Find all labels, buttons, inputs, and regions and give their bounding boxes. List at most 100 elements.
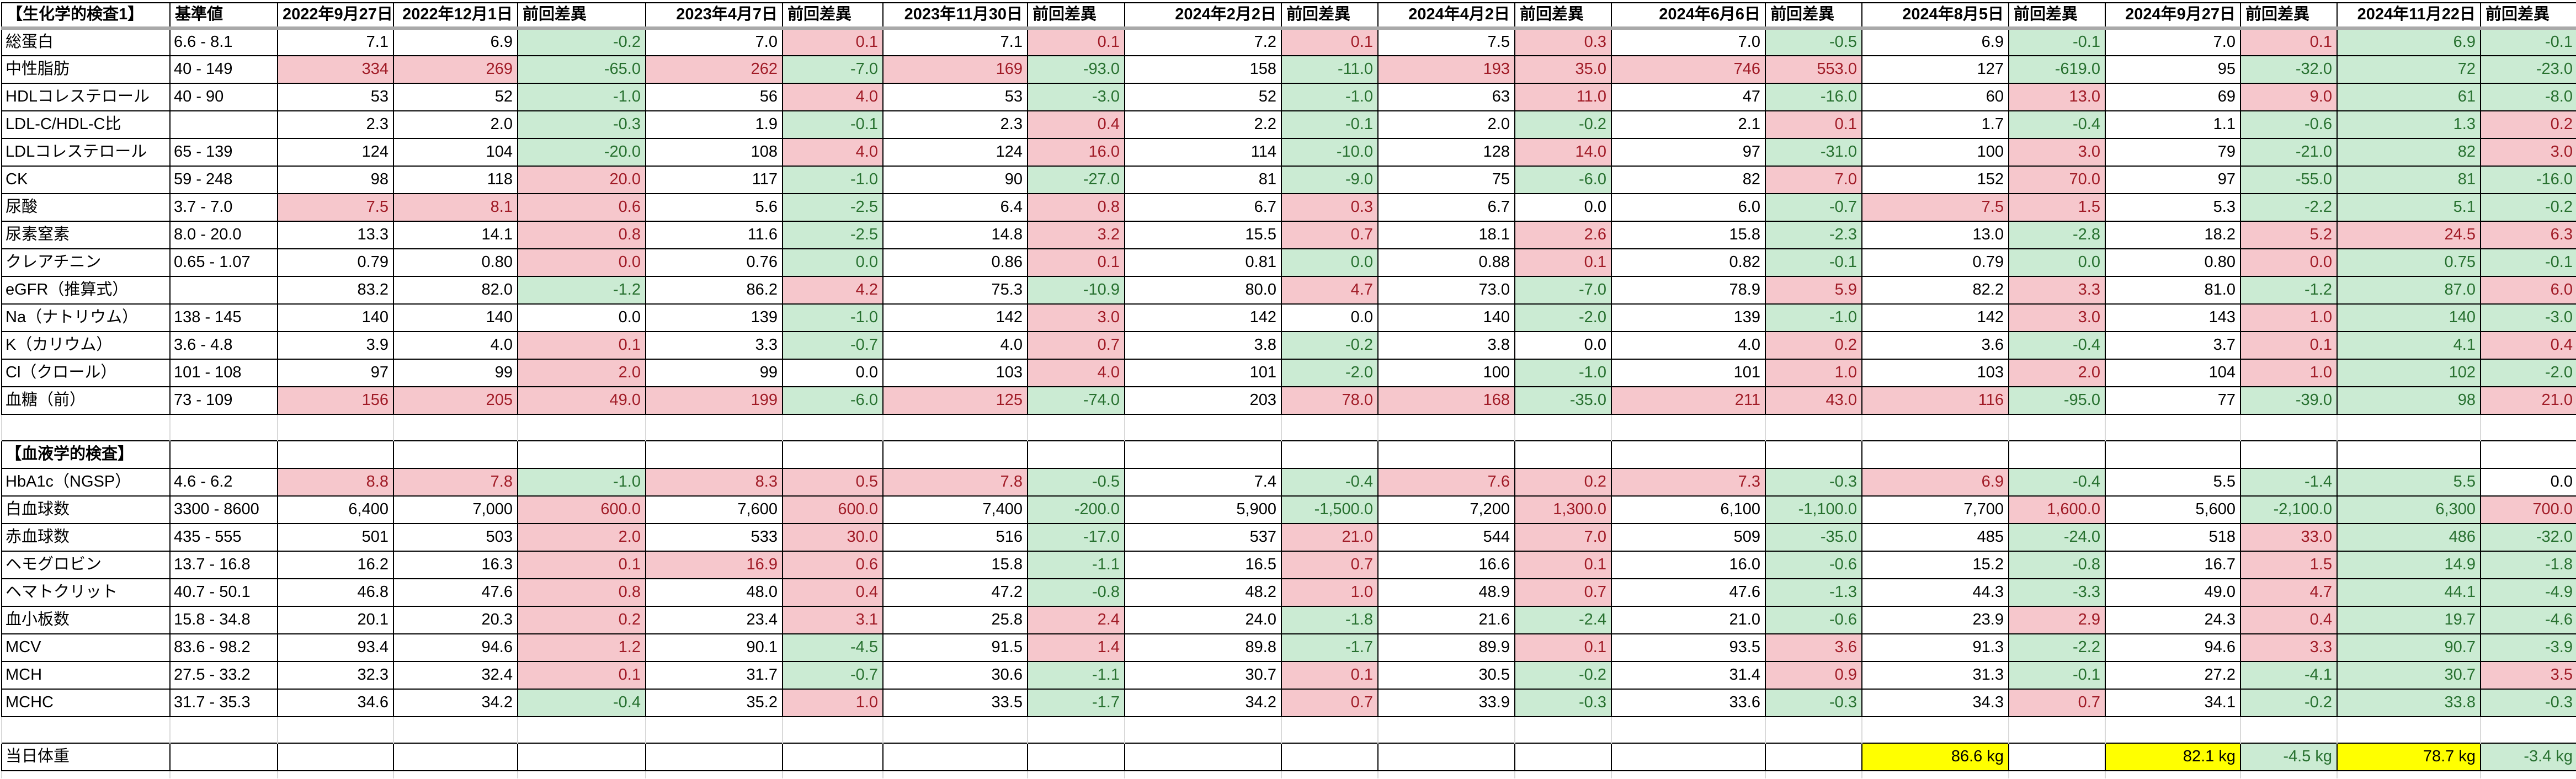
value-cell[interactable]: 168 — [1377, 386, 1515, 415]
value-cell[interactable]: 97 — [277, 359, 394, 387]
diff-cell[interactable]: 0.0 — [782, 359, 883, 387]
diff-cell[interactable]: 553.0 — [1765, 55, 1862, 84]
value-cell[interactable]: 49.0 — [2105, 578, 2241, 607]
diff-cell[interactable]: -1.0 — [1765, 303, 1862, 332]
date-column-header[interactable]: 2024年11月22日 — [2337, 2, 2481, 30]
value-cell[interactable]: 47.6 — [1611, 578, 1766, 607]
reference-range-cell[interactable]: 40.7 - 50.1 — [169, 578, 278, 607]
reference-range-cell[interactable]: 27.5 - 33.2 — [169, 661, 278, 690]
value-cell[interactable]: 34.3 — [1861, 689, 2009, 717]
diff-cell[interactable]: -0.3 — [517, 110, 646, 139]
diff-cell[interactable]: -1.1 — [1027, 661, 1125, 690]
reference-range-cell[interactable]: 101 - 108 — [169, 359, 278, 387]
value-cell[interactable]: 6,300 — [2337, 495, 2481, 524]
reference-range-cell[interactable]: 59 - 248 — [169, 166, 278, 194]
value-cell[interactable]: 3.9 — [277, 331, 394, 360]
value-cell[interactable]: 6.9 — [2337, 28, 2481, 56]
empty-cell[interactable] — [393, 743, 518, 771]
diff-cell[interactable]: 700.0 — [2480, 495, 2576, 524]
value-cell[interactable]: 75.3 — [882, 276, 1028, 305]
date-column-header[interactable]: 2024年4月2日 — [1377, 2, 1515, 30]
empty-cell[interactable] — [2337, 440, 2481, 469]
value-cell[interactable]: 13.0 — [1861, 221, 2009, 249]
diff-cell[interactable]: 2.4 — [1027, 606, 1125, 634]
value-cell[interactable]: 27.2 — [2105, 661, 2241, 690]
value-cell[interactable]: 24.5 — [2337, 221, 2481, 249]
value-cell[interactable]: 16.9 — [645, 551, 783, 579]
diff-cell[interactable]: -0.7 — [1765, 193, 1862, 222]
value-cell[interactable]: 79 — [2105, 138, 2241, 167]
value-cell[interactable]: 140 — [393, 303, 518, 332]
diff-cell[interactable]: 0.2 — [1514, 468, 1612, 497]
diff-cell[interactable]: 0.1 — [1281, 28, 1379, 56]
value-cell[interactable]: 20.3 — [393, 606, 518, 634]
value-cell[interactable]: 47 — [1611, 83, 1766, 111]
diff-cell[interactable]: -17.0 — [1027, 523, 1125, 552]
diff-cell[interactable]: -0.4 — [2008, 468, 2106, 497]
diff-cell[interactable]: -32.0 — [2480, 523, 2576, 552]
value-cell[interactable]: 25.8 — [882, 606, 1028, 634]
diff-cell[interactable]: -1.0 — [782, 303, 883, 332]
diff-cell[interactable]: 0.1 — [1765, 110, 1862, 139]
date-column-header[interactable]: 2023年4月7日 — [645, 2, 783, 30]
value-cell[interactable]: 15.2 — [1861, 551, 2009, 579]
diff-column-header[interactable]: 前回差異 — [2480, 2, 2576, 30]
diff-cell[interactable]: 0.0 — [2008, 248, 2106, 277]
diff-cell[interactable]: 0.0 — [782, 248, 883, 277]
value-cell[interactable]: 69 — [2105, 83, 2241, 111]
weight-diff-cell[interactable]: -4.5 kg — [2240, 743, 2338, 771]
value-cell[interactable]: 15.8 — [1611, 221, 1766, 249]
diff-cell[interactable]: 0.2 — [1765, 331, 1862, 360]
diff-cell[interactable]: 20.0 — [517, 166, 646, 194]
value-cell[interactable]: 16.7 — [2105, 551, 2241, 579]
value-cell[interactable]: 6.9 — [393, 28, 518, 56]
diff-cell[interactable]: -2.3 — [1765, 221, 1862, 249]
value-cell[interactable]: 117 — [645, 166, 783, 194]
diff-cell[interactable]: -0.6 — [1765, 606, 1862, 634]
diff-cell[interactable]: 1.5 — [2008, 193, 2106, 222]
value-cell[interactable]: 75 — [1377, 166, 1515, 194]
diff-cell[interactable]: -24.0 — [2008, 523, 2106, 552]
diff-cell[interactable]: -3.0 — [2480, 303, 2576, 332]
value-cell[interactable]: 61 — [2337, 83, 2481, 111]
diff-cell[interactable]: 70.0 — [2008, 166, 2106, 194]
reference-range-cell[interactable]: 6.6 - 8.1 — [169, 28, 278, 56]
value-cell[interactable]: 503 — [393, 523, 518, 552]
value-cell[interactable]: 142 — [882, 303, 1028, 332]
diff-cell[interactable]: -0.4 — [2008, 331, 2106, 360]
diff-cell[interactable]: 1.0 — [1765, 359, 1862, 387]
diff-cell[interactable]: 0.1 — [1281, 661, 1379, 690]
diff-cell[interactable]: 3.0 — [2480, 138, 2576, 167]
diff-cell[interactable]: -3.0 — [1027, 83, 1125, 111]
reference-range-cell[interactable]: 8.0 - 20.0 — [169, 221, 278, 249]
diff-cell[interactable]: -6.0 — [782, 386, 883, 415]
diff-cell[interactable]: 7.0 — [1514, 523, 1612, 552]
empty-cell[interactable] — [1124, 743, 1282, 771]
diff-cell[interactable]: -65.0 — [517, 55, 646, 84]
diff-cell[interactable]: -1.0 — [517, 468, 646, 497]
diff-cell[interactable]: 3.0 — [2008, 303, 2106, 332]
test-name-cell[interactable]: MCV — [1, 633, 171, 662]
value-cell[interactable]: 15.5 — [1124, 221, 1282, 249]
value-cell[interactable]: 82 — [1611, 166, 1766, 194]
value-cell[interactable]: 48.0 — [645, 578, 783, 607]
diff-cell[interactable]: 16.0 — [1027, 138, 1125, 167]
diff-cell[interactable]: 0.3 — [1514, 28, 1612, 56]
test-name-cell[interactable]: 総蛋白 — [1, 28, 171, 56]
value-cell[interactable]: 127 — [1861, 55, 2009, 84]
value-cell[interactable]: 98 — [2337, 386, 2481, 415]
value-cell[interactable]: 0.88 — [1377, 248, 1515, 277]
value-cell[interactable]: 7,200 — [1377, 495, 1515, 524]
empty-cell[interactable] — [169, 743, 278, 771]
value-cell[interactable]: 7,700 — [1861, 495, 2009, 524]
value-cell[interactable]: 30.6 — [882, 661, 1028, 690]
value-cell[interactable]: 100 — [1861, 138, 2009, 167]
diff-cell[interactable]: -1.2 — [517, 276, 646, 305]
value-cell[interactable]: 7.6 — [1377, 468, 1515, 497]
diff-cell[interactable]: 1.0 — [782, 689, 883, 717]
value-cell[interactable]: 48.2 — [1124, 578, 1282, 607]
diff-cell[interactable]: -1,100.0 — [1765, 495, 1862, 524]
value-cell[interactable]: 53 — [277, 83, 394, 111]
diff-cell[interactable]: 0.1 — [782, 28, 883, 56]
value-cell[interactable]: 4.0 — [1611, 331, 1766, 360]
